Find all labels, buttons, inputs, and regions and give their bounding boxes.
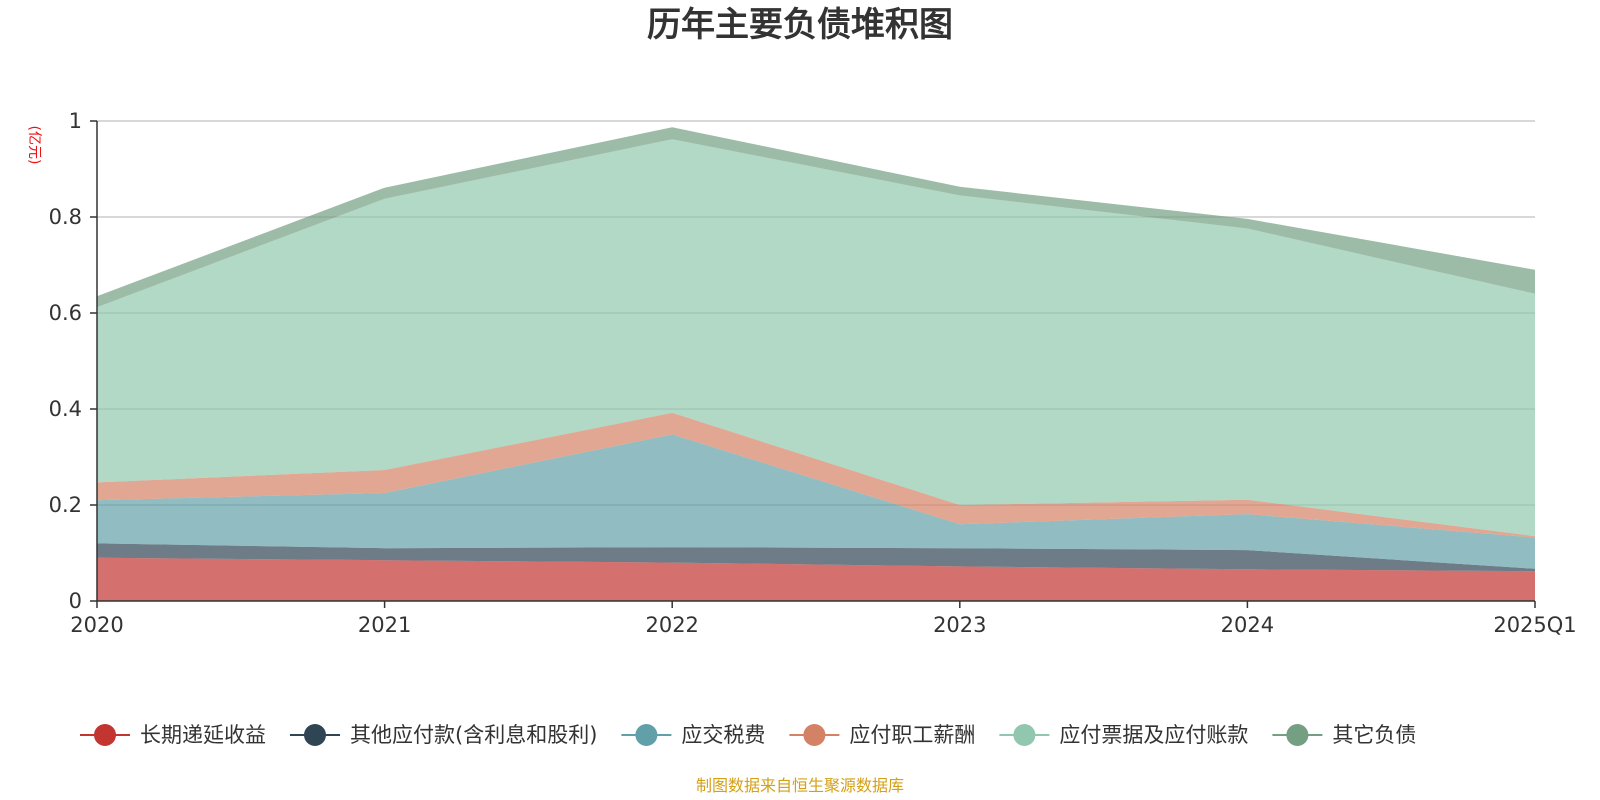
legend-label: 应付职工薪酬 [849, 723, 975, 747]
legend-label: 应付票据及应付账款 [1059, 723, 1248, 747]
area-series-5 [97, 127, 1535, 308]
x-tick-label: 2023 [933, 613, 986, 637]
axes: 0 0.2 0.4 0.6 0.8 1 2020 2021 2022 2023 2024 2025Q1 [49, 109, 1577, 637]
legend-label: 其他应付款(含利息和股利) [350, 723, 597, 747]
area-series-0 [97, 557, 1535, 601]
legend[interactable]: 长期递延收益 其他应付款(含利息和股利) 应交税费 应付职工薪酬 应付票据及应付账款 其它… [80, 723, 1416, 747]
chart-title: 历年主要负债堆积图 [647, 5, 953, 45]
legend-marker-icon [803, 724, 826, 746]
area-series-1 [97, 543, 1535, 572]
area-series-3 [97, 412, 1535, 538]
y-tick-label: 0.2 [49, 493, 82, 517]
x-tick-label: 2022 [645, 613, 698, 637]
legend-item-1[interactable]: 其他应付款(含利息和股利) [290, 723, 597, 747]
legend-label: 其它负债 [1332, 723, 1416, 747]
area-series-layer [97, 127, 1535, 601]
y-tick-label: 0 [69, 589, 82, 613]
x-tick-label: 2024 [1221, 613, 1274, 637]
legend-marker-icon [1013, 724, 1036, 746]
legend-item-4[interactable]: 应付票据及应付账款 [999, 723, 1248, 747]
legend-item-3[interactable]: 应付职工薪酬 [789, 723, 975, 747]
y-tick-label: 0.8 [49, 205, 82, 229]
legend-item-2[interactable]: 应交税费 [621, 723, 765, 747]
y-tick-label: 0.6 [49, 301, 82, 325]
x-tick-label: 2020 [70, 613, 123, 637]
legend-marker-icon [635, 724, 658, 746]
y-tick-label: 1 [69, 109, 82, 133]
legend-label: 长期递延收益 [140, 723, 266, 747]
legend-label: 应交税费 [681, 723, 765, 747]
legend-marker-icon [304, 724, 326, 746]
y-tick-label: 0.4 [49, 397, 82, 421]
legend-marker-icon [1286, 724, 1309, 746]
x-tick-label: 2025Q1 [1493, 613, 1576, 637]
legend-marker-icon [94, 724, 116, 746]
source-note: 制图数据来自恒生聚源数据库 [696, 776, 904, 795]
y-axis-unit-label: (亿元) [26, 126, 42, 165]
area-series-4 [97, 139, 1535, 537]
x-tick-label: 2021 [358, 613, 411, 637]
area-series-2 [97, 434, 1535, 569]
legend-item-5[interactable]: 其它负债 [1272, 723, 1416, 747]
legend-item-0[interactable]: 长期递延收益 [80, 723, 266, 747]
